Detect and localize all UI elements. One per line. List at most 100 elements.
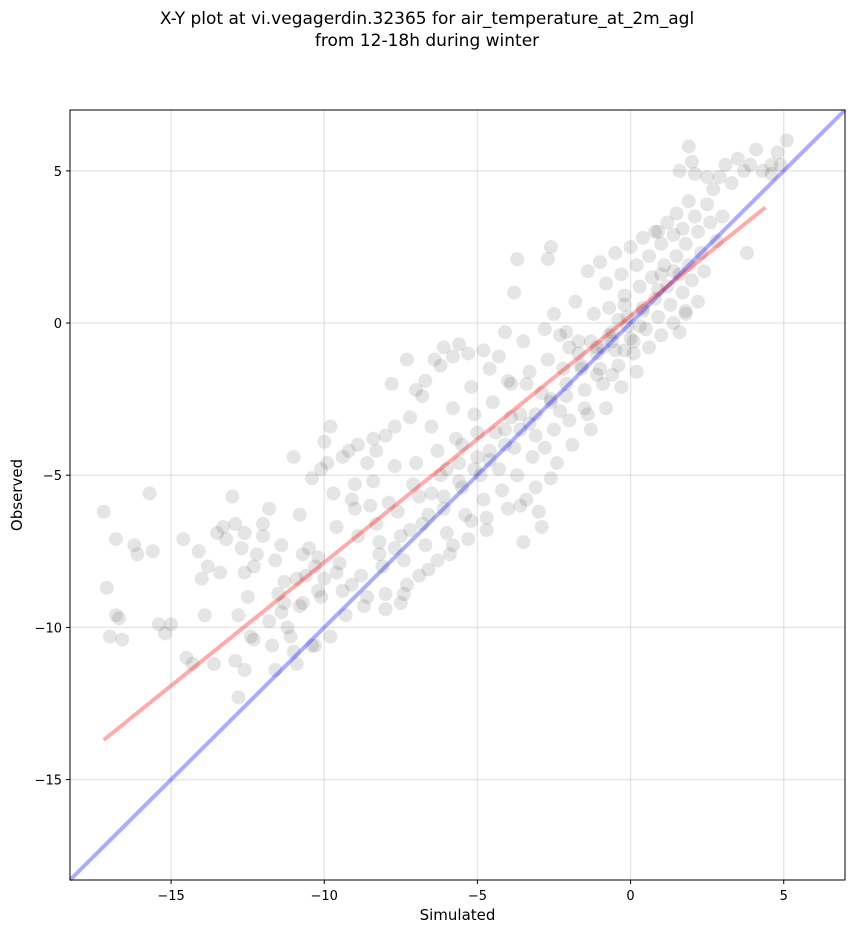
scatter-point (510, 468, 525, 483)
scatter-point (271, 586, 286, 601)
scatter-point (611, 358, 626, 373)
scatter-point (262, 501, 277, 516)
scatter-point (350, 529, 365, 544)
scatter-point (724, 176, 739, 191)
scatter-point (102, 629, 117, 644)
scatter-point (228, 653, 243, 668)
grid-lines (70, 110, 845, 880)
scatter-point (115, 632, 130, 647)
scatter-point (571, 346, 586, 361)
scatter-point (289, 571, 304, 586)
scatter-point (718, 157, 733, 172)
fit-line (102, 205, 767, 742)
scatter-point (231, 690, 246, 705)
scatter-point (326, 486, 341, 501)
scatter-point (427, 352, 442, 367)
scatter-point (200, 559, 215, 574)
scatter-point (430, 443, 445, 458)
scatter-point (350, 437, 365, 452)
scatter-point (709, 233, 724, 248)
scatter-point (372, 535, 387, 550)
scatter-point (574, 361, 589, 376)
chart-title: X-Y plot at vi.vegagerdin.32365 for air_… (159, 9, 695, 51)
scatter-point (191, 544, 206, 559)
x-tick-label: 5 (780, 889, 788, 904)
scatter-point (274, 538, 289, 553)
scatter-point (501, 373, 516, 388)
scatter-point (231, 608, 246, 623)
scatter-point (246, 632, 261, 647)
scatter-point (580, 407, 595, 422)
scatter-point (108, 608, 123, 623)
scatter-point (657, 258, 672, 273)
scatter-point (445, 538, 460, 553)
scatter-point (390, 504, 405, 519)
scatter-point (706, 182, 721, 197)
scatter-point (681, 194, 696, 209)
scatter-point (605, 325, 620, 340)
scatter-point (482, 443, 497, 458)
scatter-point (577, 383, 592, 397)
scatter-point (384, 376, 399, 391)
scatter-point (265, 638, 280, 653)
scatter-point (599, 401, 614, 416)
scatter-point (268, 663, 283, 677)
scatter-point (559, 376, 574, 391)
scatter-point (225, 489, 240, 504)
scatter-point (347, 501, 362, 516)
scatter-point (697, 264, 712, 279)
scatter-point (666, 227, 681, 242)
scatter-point (629, 364, 644, 379)
scatter-point (534, 386, 549, 401)
scatter-point (344, 577, 359, 592)
scatter-point (678, 303, 693, 318)
scatter-point (237, 565, 252, 580)
scatter-point (412, 568, 427, 583)
scatter-point (381, 495, 396, 510)
scatter-point (648, 224, 663, 239)
scatter-point (654, 267, 669, 282)
scatter-point (638, 322, 653, 337)
scatter-point (424, 486, 439, 501)
scatter-point (632, 279, 647, 294)
y-tick-label: 5 (54, 165, 62, 180)
scatter-point (421, 562, 436, 577)
fit-line (68, 108, 847, 882)
scatter-point (240, 589, 255, 604)
scatter-point (329, 565, 344, 580)
scatter-point (504, 410, 519, 425)
scatter-point (439, 462, 454, 477)
scatter-point (464, 513, 479, 528)
scatter-point (700, 197, 715, 212)
scatter-point (543, 395, 558, 410)
scatter-point (574, 358, 589, 373)
scatter-point (262, 614, 277, 629)
scatter-point (458, 507, 473, 522)
scatter-point (648, 291, 663, 306)
scatter-point (461, 532, 476, 547)
scatter-point (323, 419, 338, 434)
scatter-point (366, 431, 381, 446)
plot-frame (69, 109, 846, 881)
scatter-point (311, 583, 326, 598)
scatter-point (473, 468, 488, 483)
scatter-point (592, 255, 607, 270)
scatter-point (543, 471, 558, 486)
scatter-point (455, 480, 470, 495)
scatter-point (562, 340, 577, 355)
scatter-point (641, 340, 656, 355)
scatter-point (442, 547, 457, 562)
scatter-point (360, 456, 375, 471)
scatter-point (194, 571, 209, 586)
scatter-point (546, 306, 561, 321)
scatter-point (559, 325, 574, 340)
scatter-point (452, 337, 467, 352)
scatter-point (694, 246, 709, 261)
scatter-points (96, 133, 794, 705)
scatter-point (378, 586, 393, 601)
scatter-point (666, 264, 681, 279)
scatter-point (528, 428, 543, 443)
scatter-point (743, 157, 758, 172)
scatter-point (550, 456, 565, 471)
